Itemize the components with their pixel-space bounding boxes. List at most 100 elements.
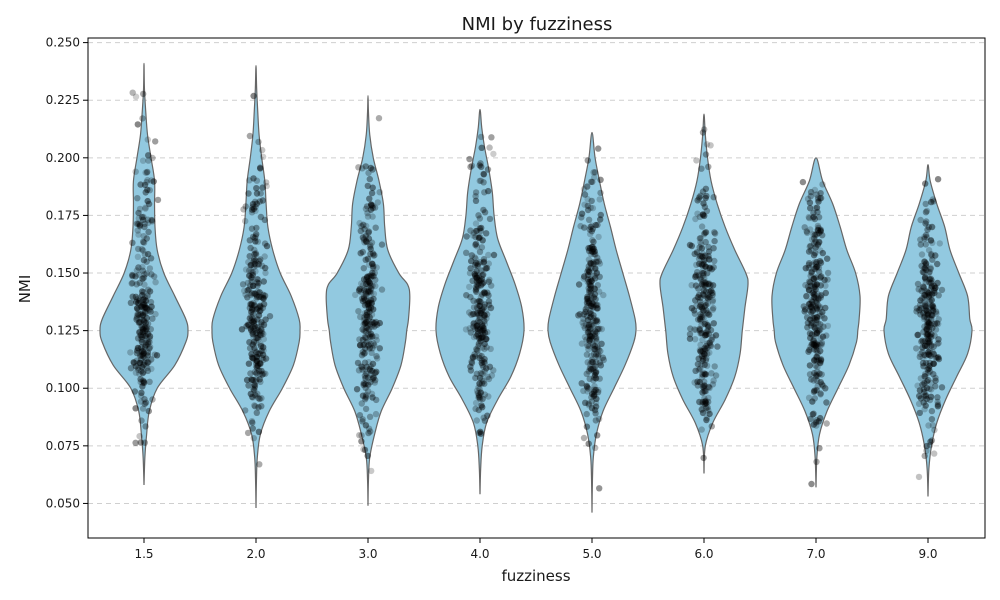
strip-point [584, 276, 592, 283]
strip-point [810, 235, 818, 242]
strip-point [139, 302, 146, 309]
strip-point [474, 389, 482, 397]
strip-point [476, 380, 483, 387]
strip-point [131, 388, 139, 395]
strip-point [138, 336, 146, 344]
strip-point [592, 275, 599, 282]
strip-point [596, 196, 603, 203]
strip-point [584, 359, 591, 366]
strip-point [592, 265, 599, 272]
strip-point [580, 387, 587, 395]
strip-point [590, 260, 597, 267]
strip-point [477, 430, 485, 437]
strip-point [914, 382, 921, 389]
strip-point [709, 296, 717, 304]
strip-point [919, 359, 927, 367]
strip-point [138, 313, 145, 320]
strip-point [597, 189, 604, 197]
strip-point [362, 311, 370, 319]
strip-point [145, 286, 152, 293]
strip-point [586, 337, 593, 344]
strip-point [258, 347, 265, 355]
strip-point [127, 349, 134, 356]
strip-point [476, 302, 483, 310]
strip-point [470, 319, 478, 327]
strip-point [246, 272, 253, 279]
strip-point [355, 164, 362, 171]
strip-point [593, 351, 600, 358]
strip-point [807, 316, 814, 323]
strip-point [133, 298, 140, 305]
strip-point [474, 262, 482, 269]
strip-point [690, 307, 698, 314]
strip-point [256, 370, 264, 378]
strip-point [816, 370, 823, 377]
strip-point [369, 250, 377, 257]
strip-point [817, 228, 824, 235]
strip-point [253, 376, 260, 383]
strip-point [365, 169, 372, 177]
strip-point [470, 320, 477, 327]
strip-point [473, 304, 481, 311]
strip-point [466, 155, 473, 163]
strip-point [248, 268, 255, 276]
strip-point [590, 386, 598, 393]
strip-point [814, 372, 821, 380]
strip-point [703, 294, 711, 301]
strip-point [590, 374, 598, 381]
strip-point [249, 394, 256, 401]
strip-point [258, 321, 265, 328]
strip-point [926, 385, 933, 392]
strip-point [817, 227, 824, 234]
strip-point [484, 412, 491, 419]
strip-point [248, 276, 255, 284]
strip-point [362, 163, 369, 170]
strip-point [693, 261, 700, 268]
strip-point [925, 223, 932, 231]
strip-point [924, 337, 932, 345]
strip-point [480, 259, 487, 266]
strip-point [470, 323, 477, 330]
strip-point [814, 263, 821, 270]
strip-point [587, 289, 594, 296]
strip-point [374, 199, 381, 206]
strip-point [473, 281, 481, 288]
strip-point [136, 329, 143, 336]
strip-point [358, 295, 366, 302]
strip-point [708, 423, 715, 430]
strip-point [928, 303, 935, 310]
strip-point [483, 344, 490, 351]
strip-point [133, 357, 140, 364]
strip-point [361, 359, 369, 366]
strip-point [702, 151, 710, 158]
strip-point [473, 319, 481, 326]
strip-point [253, 334, 260, 342]
strip-point [476, 277, 483, 284]
strip-point [144, 186, 151, 193]
strip-point [587, 313, 595, 321]
strip-point [921, 342, 929, 350]
strip-point [479, 323, 486, 330]
strip-point [709, 291, 716, 299]
strip-point [471, 254, 478, 261]
strip-point [589, 225, 596, 233]
strip-point [135, 245, 142, 253]
strip-point [134, 227, 141, 234]
strip-point [918, 287, 925, 295]
strip-point [928, 416, 936, 423]
strip-point [808, 297, 815, 304]
strip-point [481, 391, 489, 398]
strip-point [248, 327, 255, 334]
strip-point [597, 347, 604, 355]
strip-point [928, 277, 936, 285]
strip-point [151, 351, 158, 358]
strip-point [364, 300, 371, 308]
strip-point [584, 195, 591, 203]
strip-point [138, 344, 145, 351]
strip-point [806, 330, 814, 337]
strip-point [135, 300, 142, 307]
strip-point [373, 333, 380, 340]
strip-point [463, 233, 470, 240]
strip-point [255, 261, 262, 268]
strip-point [588, 365, 595, 373]
